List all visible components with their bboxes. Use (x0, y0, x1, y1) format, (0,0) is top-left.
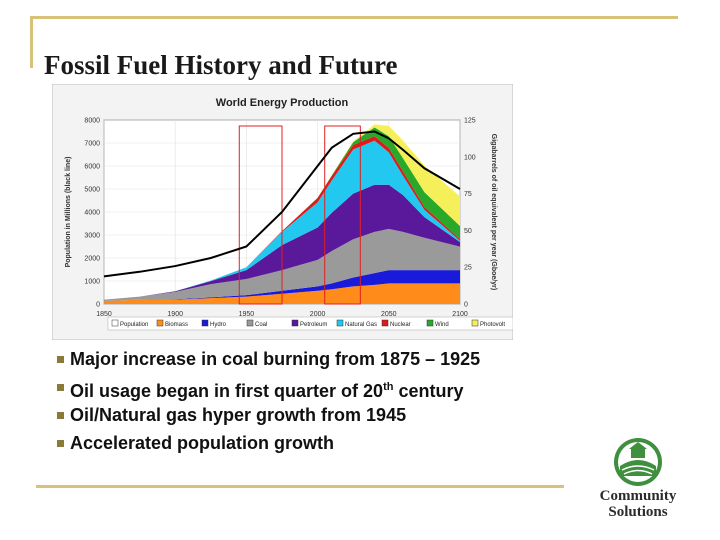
bullet-item: Oil/Natural gas hyper growth from 1945 (57, 402, 480, 430)
legend-swatch (426, 319, 434, 327)
bullet-text: Accelerated population growth (70, 433, 335, 453)
highlight-box (238, 125, 283, 305)
y-left-axis-label: Population in Millions (black line) (65, 157, 72, 268)
bullet-text: Oil usage began in first quarter of 20 (70, 381, 384, 401)
bullet-text-tail: century (393, 381, 464, 401)
y-left-tick-label: 7000 (84, 141, 100, 148)
y-left-tick-label: 2000 (84, 256, 100, 263)
y-left-tick-label: 8000 (84, 118, 100, 125)
legend-label: Population (120, 322, 148, 328)
community-solutions-logo: Community Solutions (600, 438, 677, 520)
legend-label: Coal (255, 322, 267, 328)
y-right-tick-label: 125 (464, 118, 476, 125)
area-coal (104, 228, 460, 302)
x-tick-label: 2050 (381, 311, 397, 318)
x-tick-label: 1950 (239, 311, 255, 318)
y-right-axis-label: Gigabarrels of oil equivalent per year (… (490, 134, 497, 290)
slide-title: Fossil Fuel History and Future (44, 50, 398, 80)
bullet-item: Accelerated population growth (57, 430, 480, 458)
legend-label: Natural Gas (345, 322, 377, 328)
bullet-list: Major increase in coal burning from 1875… (57, 346, 481, 458)
slide-frame-top (30, 16, 678, 19)
legend-swatch (291, 319, 299, 327)
energy-chart-figure: World Energy Production 1850 1900 1950 2000 2… (51, 83, 514, 341)
svg-text:Community: Community (600, 488, 677, 504)
bullet-superscript: th (383, 381, 394, 393)
x-tick-label: 2100 (452, 311, 468, 318)
y-left-tick-label: 0 (96, 302, 100, 309)
legend-swatch (336, 319, 344, 327)
area-petroleum (104, 184, 460, 300)
legend-swatch (381, 319, 389, 327)
y-left-tick-label: 3000 (84, 233, 100, 240)
y-right-tick-label: 75 (464, 191, 472, 198)
slide-frame-bottom (36, 485, 564, 488)
bullet-text: Oil/Natural gas hyper growth from 1945 (70, 405, 407, 425)
legend-swatch (471, 319, 479, 327)
population-line (103, 130, 461, 278)
y-right-tick-label: 100 (464, 154, 476, 161)
y-left-tick-label: 4000 (84, 210, 100, 217)
slide-frame-left (30, 16, 33, 68)
y-right-tick-label: 25 (464, 265, 472, 272)
area-natural-gas (104, 140, 460, 300)
bullet-item: Oil usage began in first quarter of 20th… (57, 374, 480, 402)
y-left-tick-label: 1000 (84, 279, 100, 286)
y-right-tick-label: 50 (464, 228, 472, 235)
x-tick-label: 1850 (96, 311, 112, 318)
square-bullet-icon (57, 440, 64, 447)
bullet-text: Major increase in coal burning from 1875… (70, 349, 481, 369)
highlight-box (324, 125, 361, 305)
legend-swatch (111, 319, 119, 327)
x-tick-label: 1900 (167, 311, 183, 318)
x-tick-label: 2000 (310, 311, 326, 318)
chart-title: World Energy Production (216, 97, 349, 109)
legend-swatch (246, 319, 254, 327)
square-bullet-icon (57, 356, 64, 363)
y-right-tick-label: 0 (464, 302, 468, 309)
area-hydro (104, 270, 460, 302)
y-left-tick-label: 6000 (84, 164, 100, 171)
energy-chart: World Energy Production 1850 1900 1950 2000 2… (51, 83, 514, 341)
legend-label: Petroleum (300, 322, 327, 328)
legend-label: Biomass (165, 322, 188, 328)
y-left-tick-label: 5000 (84, 187, 100, 194)
square-bullet-icon (57, 384, 64, 391)
legend-label: Wind (435, 322, 449, 328)
legend-label: Nuclear (390, 322, 411, 328)
square-bullet-icon (57, 412, 64, 419)
legend-label: Hydro (210, 322, 227, 328)
legend-swatch (156, 319, 164, 327)
legend-swatch (201, 319, 209, 327)
bullet-item: Major increase in coal burning from 1875… (57, 346, 481, 374)
svg-text:Solutions: Solutions (608, 504, 667, 520)
legend-label: Photovolt (480, 322, 505, 328)
